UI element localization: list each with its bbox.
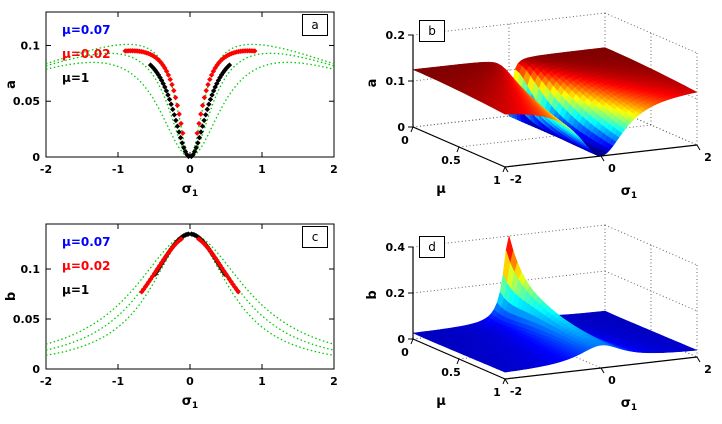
svg-text:1: 1	[493, 174, 501, 187]
svg-text:0.2: 0.2	[386, 29, 406, 42]
svg-text:0: 0	[32, 151, 40, 164]
legend: μ=0.07 μ=0.02 μ=1	[62, 235, 111, 297]
svg-text:0.05: 0.05	[13, 95, 40, 108]
svg-text:0: 0	[401, 346, 409, 359]
svg-text:2: 2	[704, 363, 712, 376]
svg-text:0.2: 0.2	[386, 287, 406, 300]
svg-text:0: 0	[401, 134, 409, 147]
y-axis-label: a	[4, 80, 19, 89]
svg-text:μ=1: μ=1	[62, 283, 89, 297]
surface	[412, 47, 698, 157]
svg-text:0: 0	[608, 374, 616, 387]
panel-b-corner-label: b	[419, 20, 445, 42]
svg-text:0.1: 0.1	[21, 39, 41, 52]
z-axis-label: b	[365, 290, 380, 299]
svg-text:0: 0	[397, 333, 405, 346]
svg-text:0: 0	[186, 375, 194, 388]
svg-text:0.4: 0.4	[386, 241, 406, 254]
axes: -2 -1 0 1 2 0 0.05 0.1	[13, 223, 338, 388]
svg-text:0.1: 0.1	[386, 75, 406, 88]
axes-3d: 0 0.2 0.4 0 0.5 1 -2 0 2	[386, 241, 712, 399]
svg-text:0.1: 0.1	[21, 263, 41, 276]
axes: -2 -1 0 1 2 0 0.05 0.1	[13, 11, 338, 176]
svg-text:μ=1: μ=1	[62, 71, 89, 85]
svg-text:-2: -2	[40, 163, 52, 176]
legend: μ=0.07 μ=0.02 μ=1	[62, 23, 111, 85]
svg-text:μ: μ	[436, 182, 446, 197]
svg-text:-2: -2	[40, 375, 52, 388]
svg-text:2: 2	[704, 151, 712, 164]
svg-text:0: 0	[608, 162, 616, 175]
x-axis-label: σ1	[182, 182, 198, 199]
svg-text:-2: -2	[510, 385, 522, 398]
svg-text:1: 1	[493, 386, 501, 399]
svg-text:σ1: σ1	[621, 184, 637, 201]
svg-text:μ=0.07: μ=0.07	[62, 235, 111, 249]
panel-c: -2 -1 0 1 2 0 0.05 0.1 μ=0.07 μ=0.02 μ=1 b σ1 c	[0, 212, 361, 424]
y-axis-label: b	[4, 292, 19, 301]
green-curves	[45, 233, 335, 356]
surface	[412, 235, 698, 373]
svg-text:σ1: σ1	[621, 396, 637, 413]
svg-text:0: 0	[397, 121, 405, 134]
svg-text:μ=0.02: μ=0.02	[62, 259, 111, 273]
svg-text:μ=0.02: μ=0.02	[62, 47, 111, 61]
svg-text:0: 0	[186, 163, 194, 176]
marker-series-0	[147, 62, 233, 160]
svg-text:μ=0.07: μ=0.07	[62, 23, 111, 37]
svg-text:1: 1	[258, 163, 266, 176]
svg-text:-2: -2	[510, 173, 522, 186]
svg-text:1: 1	[258, 375, 266, 388]
svg-text:2: 2	[330, 375, 338, 388]
panel-b-plot: 0 0.1 0.2 0 0.5 1 -2 0 2 μ σ1 a	[365, 12, 712, 201]
svg-text:μ: μ	[436, 394, 446, 409]
marker-series-1	[139, 236, 241, 295]
svg-text:2: 2	[330, 163, 338, 176]
panel-d-corner-label: d	[419, 236, 445, 258]
svg-text:0.5: 0.5	[441, 154, 461, 167]
panel-c-plot: -2 -1 0 1 2 0 0.05 0.1 μ=0.07 μ=0.02 μ=1 b σ1	[4, 223, 338, 411]
panel-a-corner-label: a	[302, 14, 328, 36]
svg-text:-1: -1	[112, 163, 124, 176]
axes-3d: 0 0.1 0.2 0 0.5 1 -2 0 2	[386, 29, 712, 187]
z-axis-label: a	[365, 79, 380, 88]
marker-series-1	[122, 48, 258, 136]
panel-c-corner-label: c	[302, 226, 328, 248]
panel-a: -2 -1 0 1 2 0 0.05 0.1 μ=0.07 μ=0.02 μ=1 a σ1 a	[0, 0, 361, 212]
x-axis-label: σ1	[182, 394, 198, 411]
svg-text:0: 0	[32, 363, 40, 376]
panel-d: 0 0.2 0.4 0 0.5 1 -2 0 2 μ σ1 b d	[361, 212, 722, 424]
svg-text:0.5: 0.5	[441, 366, 461, 379]
svg-text:-1: -1	[112, 375, 124, 388]
panel-d-plot: 0 0.2 0.4 0 0.5 1 -2 0 2 μ σ1 b	[365, 224, 712, 413]
panel-a-plot: -2 -1 0 1 2 0 0.05 0.1 μ=0.07 μ=0.02 μ=1 a σ1	[4, 11, 338, 199]
panel-b: 0 0.1 0.2 0 0.5 1 -2 0 2 μ σ1 a b	[361, 0, 722, 212]
svg-text:0.05: 0.05	[13, 313, 40, 326]
